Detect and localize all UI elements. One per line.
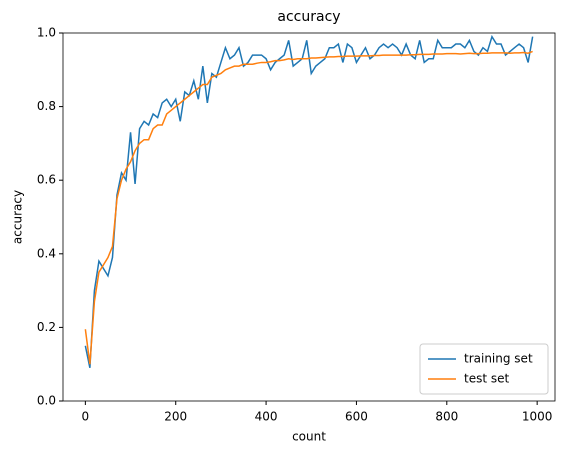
x-axis-label: count: [292, 430, 326, 444]
y-tick-label: 0.2: [37, 320, 56, 334]
data-line: [84, 50, 533, 365]
y-tick-label: 0.6: [37, 173, 56, 187]
y-tick-label: 0.8: [37, 99, 56, 113]
y-tick-label: 0.4: [37, 246, 56, 260]
x-tick-label: 400: [255, 410, 278, 424]
legend-label: test set: [464, 372, 509, 386]
data-line: [84, 34, 534, 369]
y-tick-label: 1.0: [37, 26, 56, 40]
y-tick-label: 0.0: [37, 394, 56, 408]
plot-frame: [62, 32, 556, 402]
x-tick-label: 0: [82, 410, 90, 424]
legend-label: training set: [464, 352, 533, 366]
x-tick-label: 800: [435, 410, 458, 424]
legend-box: [419, 343, 549, 395]
y-axis-label: accuracy: [11, 190, 25, 244]
x-tick-label: 1000: [522, 410, 553, 424]
x-tick-label: 200: [164, 410, 187, 424]
chart-title: accuracy: [277, 9, 340, 25]
x-tick-label: 600: [345, 410, 368, 424]
